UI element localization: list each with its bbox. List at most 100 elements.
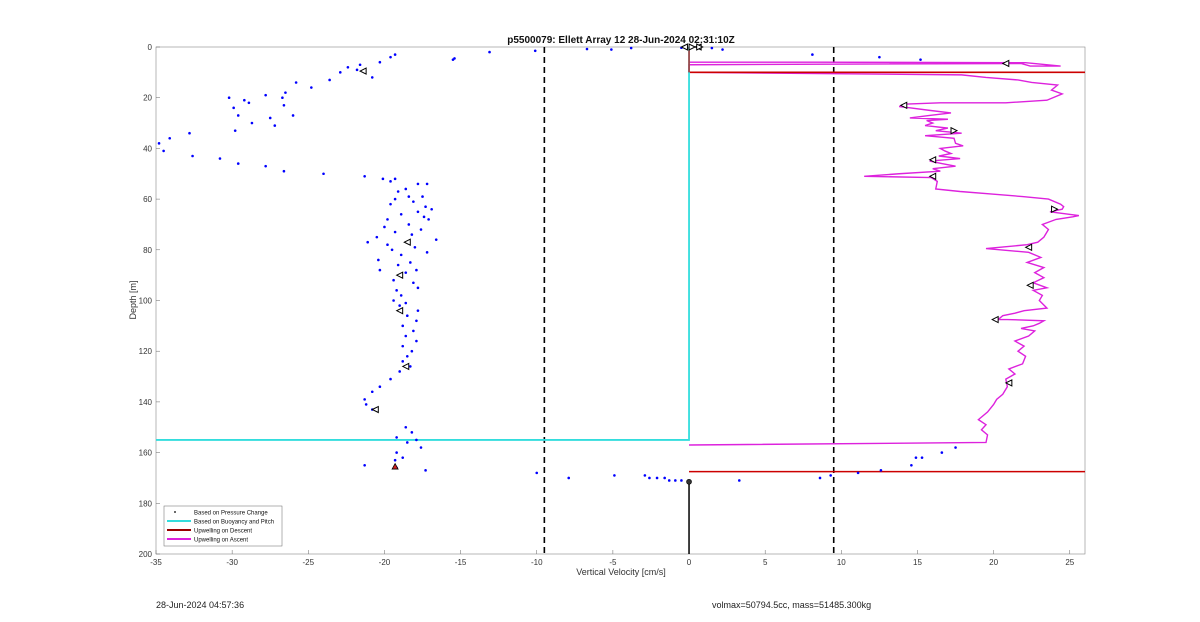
marker-triangle-left — [401, 362, 410, 371]
marker-triangle-right — [696, 43, 704, 51]
pressure-point — [381, 177, 385, 181]
pressure-point — [412, 200, 415, 203]
pressure-point — [404, 334, 408, 338]
y-tick-label: 20 — [143, 94, 152, 103]
y-tick-label: 120 — [139, 347, 153, 356]
pressure-point — [415, 339, 418, 343]
pressure-point — [412, 329, 415, 333]
pressure-point — [415, 319, 418, 323]
pressure-point — [383, 225, 386, 229]
pressure-point — [395, 289, 398, 292]
y-tick-label: 200 — [139, 550, 153, 559]
y-tick-label: 60 — [143, 195, 152, 204]
pressure-point — [710, 46, 714, 50]
pressure-point — [424, 205, 427, 209]
marker-triangle-left — [899, 101, 908, 110]
x-tick-label: 0 — [687, 558, 692, 567]
marker-triangle-right — [950, 126, 959, 135]
x-tick-label: 10 — [837, 558, 846, 567]
pressure-point — [236, 114, 240, 117]
pressure-point — [407, 195, 411, 198]
y-tick-label: 40 — [143, 144, 152, 153]
pressure-point — [648, 476, 651, 480]
pressure-point — [366, 240, 369, 244]
pressure-point — [663, 476, 666, 480]
marker-triangle-right — [1051, 205, 1059, 214]
legend-label-ascent: Upwelling on Ascent — [194, 538, 248, 544]
pressure-point — [401, 324, 405, 328]
pressure-point — [401, 360, 405, 363]
pressure-point — [346, 65, 350, 69]
pressure-point — [378, 268, 382, 272]
pressure-point — [879, 469, 883, 472]
pressure-point — [410, 349, 414, 353]
series-buoyancy-line — [156, 47, 690, 441]
pressure-point — [389, 377, 392, 381]
pressure-point — [421, 195, 424, 198]
legend-label-pressure: Based on Pressure Change — [194, 511, 268, 517]
pressure-point — [363, 174, 366, 178]
pressure-point — [412, 281, 415, 285]
pressure-point — [610, 48, 613, 51]
pressure-point — [424, 469, 427, 472]
pressure-point — [533, 49, 537, 53]
y-tick-label: 140 — [139, 398, 153, 407]
pressure-point — [377, 258, 380, 262]
pressure-point — [247, 101, 251, 105]
pressure-point — [294, 81, 298, 84]
pressure-point — [236, 162, 240, 165]
pressure-point — [243, 98, 246, 102]
pressure-point — [434, 238, 438, 241]
pressure-point — [919, 58, 922, 61]
pressure-point — [393, 197, 397, 201]
pressure-point — [404, 301, 408, 305]
pressure-point — [264, 93, 267, 97]
pressure-point — [914, 456, 918, 459]
pressure-point — [393, 458, 397, 462]
pressure-point — [488, 50, 491, 54]
y-axis-label: Depth [m] — [128, 280, 138, 319]
marker-triangle-left — [1026, 281, 1034, 290]
pressure-point — [395, 451, 398, 454]
pressure-point — [273, 124, 277, 127]
pressure-point — [338, 71, 342, 74]
pressure-point — [878, 55, 881, 59]
marker-triangle-left — [680, 43, 688, 51]
pressure-point — [168, 136, 172, 140]
pressure-point — [375, 235, 379, 239]
pressure-point — [227, 96, 231, 99]
pressure-point — [422, 215, 426, 219]
marker-triangle-left — [1001, 59, 1010, 68]
x-axis-label: Vertical Velocity [cm/s] — [576, 567, 666, 577]
series-layer — [156, 46, 1085, 554]
pressure-point — [410, 233, 414, 236]
x-axis: -35 -30 -25 -20 -15 -10 -5 0 5 10 15 20 25 — [150, 550, 1075, 567]
pressure-point — [264, 164, 267, 168]
pressure-point — [282, 169, 286, 173]
pressure-point — [413, 245, 417, 249]
legend: Based on Pressure Change Based on Buoyan… — [163, 505, 283, 547]
marker-triangle-left — [395, 271, 404, 279]
marker-triangle-red — [391, 462, 399, 470]
pressure-point — [218, 157, 222, 160]
pressure-point — [954, 446, 957, 449]
pressure-point — [940, 451, 944, 454]
pressure-point — [310, 86, 313, 89]
pressure-point — [322, 172, 325, 176]
pressure-point — [282, 104, 286, 107]
pressure-point — [191, 154, 194, 158]
pressure-point — [370, 390, 374, 394]
pressure-point — [358, 63, 362, 67]
y-tick-label: 80 — [143, 246, 152, 255]
pressure-point — [281, 96, 284, 99]
pressure-point — [425, 182, 429, 186]
pressure-point — [643, 474, 647, 477]
pressure-point — [399, 294, 403, 297]
pressure-point — [404, 425, 408, 429]
pressure-point — [395, 436, 398, 439]
pressure-point — [416, 286, 420, 290]
legend-label-buoyancy: Based on Buoyancy and Pitch — [194, 520, 274, 526]
pressure-point — [188, 131, 191, 135]
marker-triangle-left — [991, 315, 999, 324]
